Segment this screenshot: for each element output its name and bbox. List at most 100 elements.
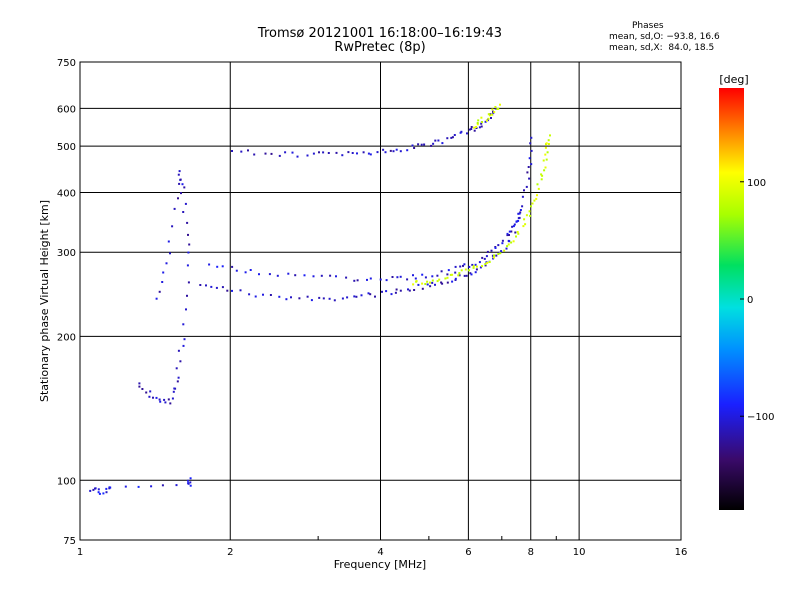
echo-point [367,152,370,155]
echo-point [355,295,358,298]
echo-point [169,252,171,255]
echo-point [179,360,182,363]
echo-point [189,481,192,484]
echo-point [109,486,112,489]
echo-point [385,279,388,282]
echo-point [306,154,309,157]
echo-point [510,241,513,244]
echo-point [494,247,497,249]
echo-point [522,225,525,228]
echo-point [124,485,127,488]
echo-point [188,243,191,246]
echo-point [434,283,436,286]
echo-point [414,277,417,280]
echo-point [544,146,547,149]
colorbar-tick-label: 100 [747,178,766,189]
echo-point [360,294,363,297]
echo-point [483,257,486,260]
echo-point [510,230,513,233]
echo-point [167,240,170,243]
echo-point [521,195,524,198]
echo-point [310,299,313,302]
echo-point [341,154,344,157]
echo-point [369,277,372,280]
echo-point [97,491,100,494]
echo-point [171,397,174,400]
echo-point [472,265,475,268]
echo-point [406,278,409,281]
echo-point [247,149,249,152]
echo-point [176,380,179,383]
echo-point [341,297,344,300]
echo-point [390,293,393,296]
echo-point [329,274,332,277]
echo-point [226,289,229,292]
echo-point [389,149,392,152]
echo-point [173,387,176,390]
echo-point [239,289,242,292]
echo-point [530,163,533,166]
echo-point [426,283,429,286]
echo-point [525,185,528,188]
echo-point [177,376,180,379]
echo-point [287,272,290,275]
echo-point [186,221,189,224]
echo-point [413,147,416,149]
echo-point [490,249,493,252]
y-tick-label: 200 [57,332,76,343]
echo-point [535,197,538,200]
echo-point [517,232,520,235]
echo-point [508,234,510,236]
echo-point [152,396,154,399]
echo-point [187,251,190,254]
echo-point [155,297,158,300]
echo-point [458,274,461,277]
echo-point [441,282,444,285]
echo-point [546,151,549,154]
echo-point [500,250,503,253]
echo-point [481,121,483,124]
x-tick-label: 6 [465,547,471,558]
echo-point [105,487,108,490]
echo-point [431,281,434,284]
echo-point [497,253,500,255]
echo-point [320,274,323,277]
echo-point [384,151,387,154]
echo-point [480,122,483,125]
echo-point [269,294,272,296]
echo-point [158,398,161,401]
echo-point [468,265,471,268]
echo-point [521,205,524,208]
echo-point [527,166,530,168]
echo-point [278,154,281,157]
echo-point [406,149,409,152]
echo-point [476,122,479,124]
y-tick-label: 600 [57,104,76,115]
echo-point [396,276,399,279]
echo-point [491,113,493,116]
echo-point [254,295,257,298]
echo-point [175,367,178,370]
echo-point [476,123,479,126]
echo-point [327,152,330,154]
echo-point [148,395,151,398]
echo-point [417,283,420,286]
echo-point [376,151,379,154]
echo-point [515,220,518,223]
echo-point [312,275,315,278]
echo-point [182,211,185,213]
echo-point [544,153,547,156]
echo-point [322,297,325,300]
echo-point [446,137,449,140]
echo-point [498,251,501,254]
echo-point [479,266,482,269]
echo-point [235,269,238,272]
echo-point [411,144,414,147]
echo-point [432,142,435,145]
echo-point [536,194,538,197]
echo-point [185,308,187,311]
echo-point [449,273,452,276]
echo-point [480,125,483,128]
echo-point [145,391,148,394]
